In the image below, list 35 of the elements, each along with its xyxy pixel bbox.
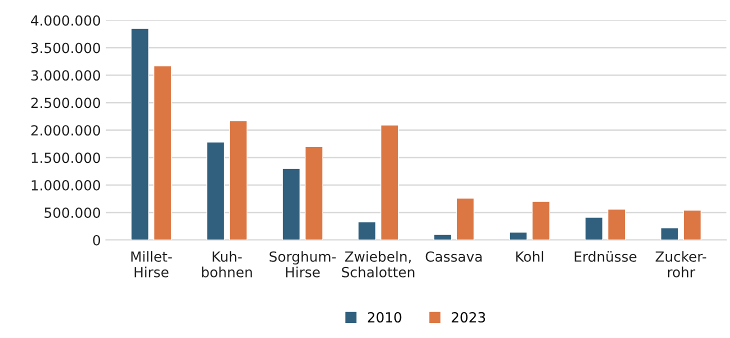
- y-tick-label: 3.000.000: [31, 70, 100, 81]
- bar: [509, 232, 528, 240]
- x-tick-label: Cassava: [426, 251, 482, 262]
- x-tick-label: Zwiebeln, Schalotten: [342, 251, 414, 278]
- x-tick-label: Sorghum- Hirse: [270, 251, 336, 278]
- y-tick-label: 0: [93, 234, 100, 246]
- bar: [608, 208, 626, 240]
- bar: [456, 198, 474, 240]
- bar: [206, 142, 225, 240]
- bar: [130, 28, 149, 240]
- y-tick-label: 4.000.000: [30, 15, 100, 26]
- bar: [683, 210, 702, 240]
- legend-label: 2010: [368, 312, 402, 323]
- bar: [282, 168, 300, 240]
- bar: [380, 124, 399, 240]
- bar: [434, 234, 452, 240]
- x-tick-label: Kuh- bohnen: [202, 251, 252, 278]
- bar: [229, 120, 248, 240]
- bar: [304, 146, 323, 240]
- bar: [584, 217, 603, 240]
- x-tick-label: Kohl: [516, 251, 544, 262]
- y-tick-label: 1.500.000: [32, 152, 100, 164]
- bar: [660, 228, 679, 240]
- x-tick-label: Millet- Hirse: [131, 251, 172, 278]
- y-tick-label: 2.000.000: [31, 125, 100, 136]
- bar: [532, 201, 550, 240]
- legend-label: 2023: [452, 312, 486, 323]
- y-tick-label: 1.000.000: [32, 180, 100, 191]
- x-tick-label: Erdnüsse: [574, 251, 636, 262]
- bar: [154, 66, 172, 240]
- bar: [358, 222, 376, 240]
- y-tick-label: 2.500.000: [31, 98, 100, 108]
- y-tick-label: 500.000: [44, 207, 100, 218]
- x-tick-label: Zucker- rohr: [656, 251, 706, 278]
- y-tick-label: 3.500.000: [31, 42, 100, 54]
